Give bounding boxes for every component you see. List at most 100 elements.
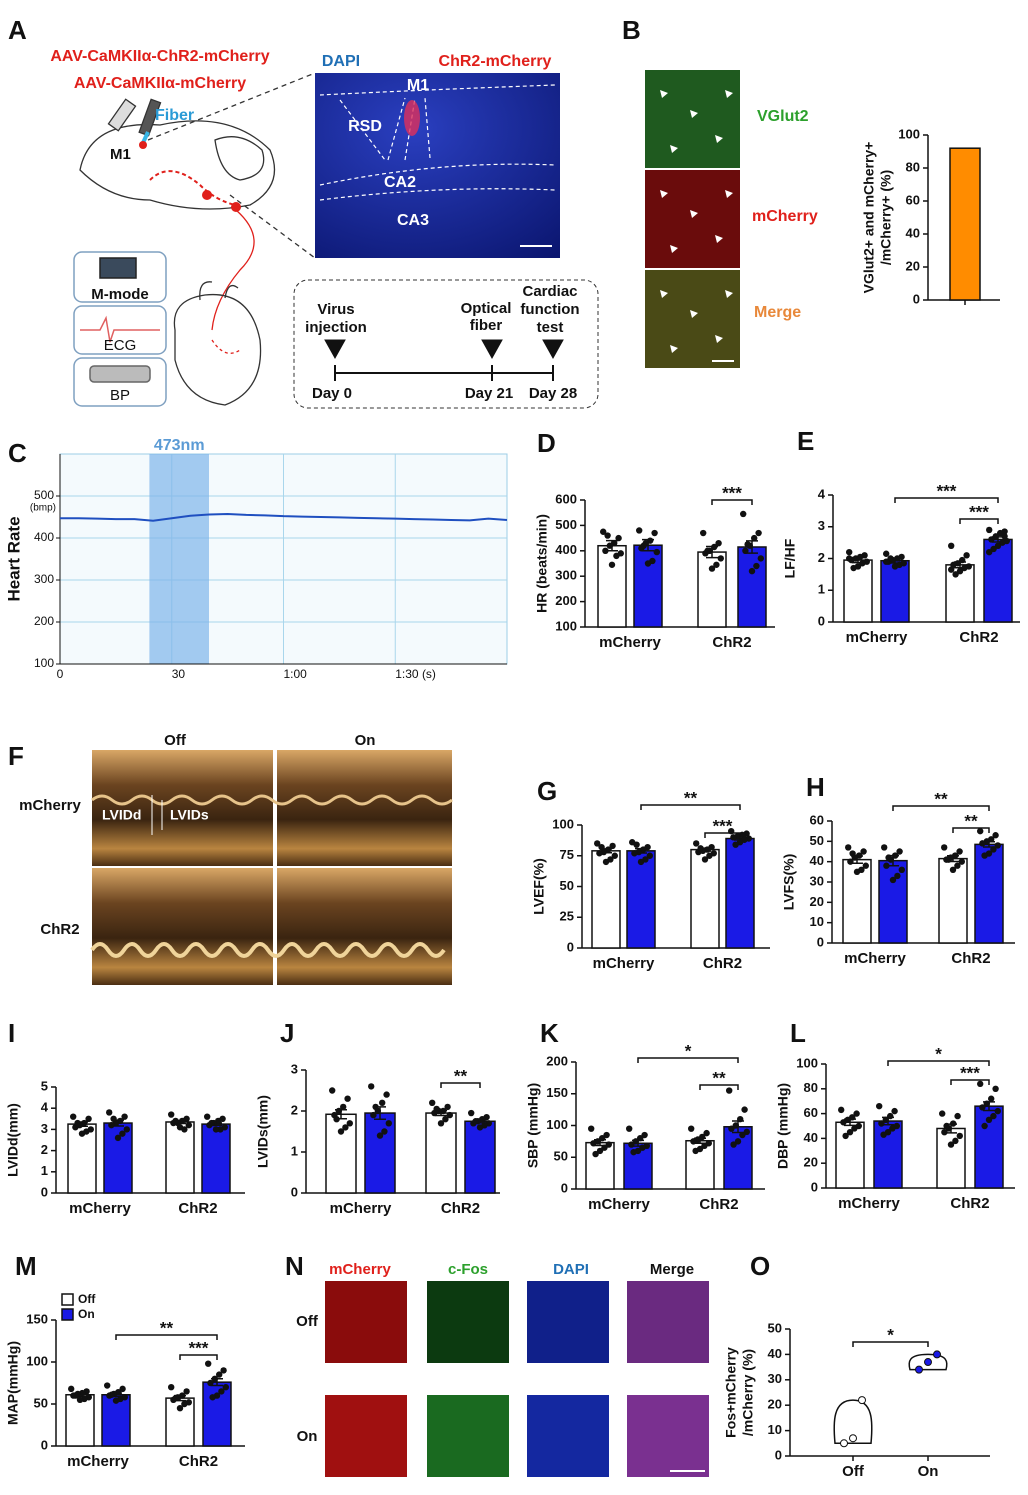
- data-point: [217, 1126, 224, 1133]
- data-point: [726, 1087, 733, 1094]
- data-point: [734, 1138, 742, 1145]
- y-tick-label: 1: [818, 582, 825, 597]
- significance-bracket: [959, 518, 999, 524]
- stain-label: DAPI: [322, 53, 360, 70]
- panel-letter: N: [285, 1251, 304, 1281]
- data-point: [176, 1124, 184, 1131]
- y-axis-label: VGlut2+ and mCherry+: [861, 142, 877, 294]
- x-tick-label: ChR2: [950, 1195, 989, 1212]
- data-point: [963, 552, 970, 559]
- slice-outlines: [319, 84, 556, 247]
- y-tick-label: 4: [41, 1100, 49, 1115]
- data-point: [979, 1104, 986, 1111]
- x-tick-label: 1:00: [284, 667, 308, 681]
- bar: [878, 859, 908, 944]
- y-tick-label: 100: [796, 1055, 818, 1070]
- data-point: [644, 560, 652, 567]
- data-point: [732, 1122, 739, 1129]
- data-point: [956, 1132, 963, 1140]
- data-point: [891, 563, 899, 570]
- significance-bracket: [640, 804, 741, 810]
- data-point: [632, 1138, 639, 1145]
- legend-swatch: [61, 1308, 74, 1321]
- y-tick-label: 25: [560, 909, 574, 924]
- region-label: M1: [110, 146, 131, 163]
- data-point: [889, 876, 897, 884]
- significance-label: *: [685, 1041, 692, 1060]
- data-point: [74, 1119, 81, 1127]
- x-tick-label: mCherry: [846, 629, 908, 646]
- significance-label: **: [964, 811, 978, 830]
- data-point: [183, 1388, 190, 1395]
- legend-label: On: [78, 1307, 95, 1321]
- region-label: CA3: [397, 212, 429, 229]
- method-label: ECG: [104, 337, 137, 354]
- y-tick-label: 60: [906, 192, 920, 207]
- data-point: [981, 1122, 988, 1130]
- x-tick-label: ChR2: [712, 634, 751, 651]
- data-point: [370, 1111, 377, 1119]
- echo-images: [90, 750, 453, 985]
- data-point: [981, 852, 988, 859]
- data-point: [600, 528, 607, 535]
- significance-label: **: [684, 788, 698, 807]
- data-point: [598, 843, 605, 851]
- panel-letter: H: [806, 772, 825, 802]
- data-point: [990, 545, 997, 553]
- x-tick-label: 0: [57, 667, 64, 681]
- data-point: [952, 571, 959, 578]
- data-point: [948, 566, 955, 573]
- x-tick-label: ChR2: [179, 1453, 218, 1470]
- data-point: [176, 1405, 184, 1412]
- data-point: [76, 1396, 84, 1404]
- data-point: [601, 1144, 608, 1151]
- data-point: [757, 555, 764, 562]
- data-point: [376, 1132, 384, 1139]
- y-tick-label: 80: [804, 1080, 818, 1095]
- data-point: [751, 534, 758, 542]
- y-tick-label: 100: [34, 656, 54, 670]
- data-point: [110, 1115, 117, 1123]
- data-point: [700, 529, 707, 537]
- y-tick-label: 100: [555, 618, 577, 633]
- y-tick-label: 3: [818, 518, 825, 533]
- y-tick-label: 40: [906, 225, 920, 240]
- violin: [908, 1353, 948, 1371]
- data-point: [185, 1121, 192, 1129]
- arrowheads: [660, 90, 734, 362]
- data-point: [476, 1124, 484, 1131]
- y-tick-label: 75: [560, 847, 574, 862]
- method-label: BP: [110, 387, 130, 404]
- brain-illustration: [79, 72, 316, 406]
- y-tick-label: 30: [768, 1371, 782, 1386]
- y-axis-label: DBP (mmHg): [775, 1083, 791, 1169]
- data-point: [599, 1135, 606, 1142]
- data-point: [119, 1385, 126, 1393]
- data-point: [985, 1116, 993, 1124]
- timeline: [324, 339, 564, 381]
- vector-label: AAV-CaMKIIα-mCherry: [74, 75, 246, 92]
- significance-bracket: [952, 827, 990, 833]
- data-point: [732, 841, 739, 848]
- y-axis-label: /mCherry (%): [740, 1349, 756, 1436]
- x-tick-label: ChR2: [951, 950, 990, 967]
- data-point: [440, 1107, 447, 1115]
- y-tick-label: 10: [810, 914, 824, 929]
- y-tick-label: 50: [34, 1395, 48, 1410]
- data-point: [608, 561, 616, 568]
- y-axis-label: LVIDs(mm): [255, 1095, 271, 1168]
- data-point: [701, 1142, 708, 1150]
- x-tick-label: ChR2: [699, 1196, 738, 1213]
- data-point: [368, 1083, 375, 1090]
- bar: [202, 1381, 232, 1447]
- data-point: [121, 1113, 128, 1120]
- fiber-label: Fiber: [155, 107, 194, 124]
- data-point: [988, 1095, 995, 1102]
- y-axis-label: HR (beats/min): [534, 514, 550, 613]
- y-tick-label: 2: [291, 1102, 298, 1117]
- data-point: [108, 1391, 115, 1398]
- data-point: [381, 1128, 388, 1135]
- data-point: [703, 1129, 710, 1137]
- data-point: [385, 1120, 392, 1127]
- data-point: [992, 832, 999, 839]
